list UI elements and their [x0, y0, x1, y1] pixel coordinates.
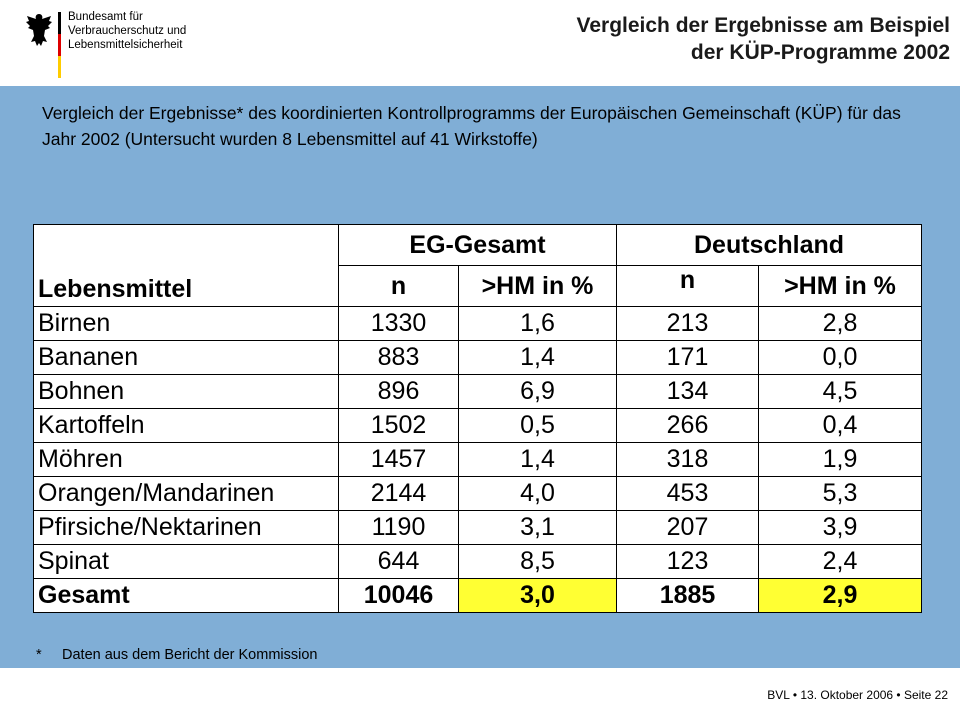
total-label: Gesamt: [33, 578, 339, 613]
de-hm-cell: 3,9: [758, 510, 922, 545]
de-n-cell: 123: [616, 544, 759, 579]
eg-n-cell: 1457: [338, 442, 459, 477]
flag-stripe-black: [58, 12, 61, 34]
federal-eagle-icon: [26, 14, 52, 46]
sub-header-row: n >HM in % n >HM in %: [34, 265, 922, 307]
eg-n-cell: 896: [338, 374, 459, 409]
food-name: Spinat: [33, 544, 339, 579]
eg-hm-cell: 3,1: [458, 510, 617, 545]
table-row: Spinat 644 8,5 123 2,4: [33, 544, 922, 579]
logo-line: Bundesamt für: [68, 11, 143, 23]
footnote: * Daten aus dem Bericht der Kommission: [36, 647, 317, 663]
slide-title-line-2: der KÜP-Programme 2002: [690, 41, 950, 64]
column-header-lebensmittel: Lebensmittel: [33, 224, 339, 307]
total-row: Gesamt 10046 3,0 1885 2,9: [33, 578, 922, 613]
de-n-cell: 213: [616, 306, 759, 341]
eg-n-cell: 644: [338, 544, 459, 579]
group-header-eg: EG-Gesamt: [338, 224, 617, 266]
logo-line: Lebensmittelsicherheit: [68, 39, 183, 51]
slide-title: Vergleich der Ergebnisse am Beispiel der…: [577, 12, 951, 66]
de-n-cell: 207: [616, 510, 759, 545]
table-row: Möhren 1457 1,4 318 1,9: [33, 442, 922, 477]
eg-hm-total: 3,0: [458, 578, 617, 613]
eg-n-cell: 1330: [338, 306, 459, 341]
eg-hm-cell: 8,5: [458, 544, 617, 579]
de-n-cell: 318: [616, 442, 759, 477]
bvl-logo: Bundesamt für Verbraucherschutz und Lebe…: [10, 6, 186, 78]
slide-footer: BVL • 13. Oktober 2006 • Seite 22: [767, 688, 948, 702]
header: Bundesamt für Verbraucherschutz und Lebe…: [0, 0, 960, 86]
de-n-cell: 171: [616, 340, 759, 375]
logo-text: Bundesamt für Verbraucherschutz und Lebe…: [68, 10, 186, 52]
eg-hm-cell: 1,4: [458, 442, 617, 477]
logo-line: Verbraucherschutz und: [68, 25, 187, 37]
eg-hm-cell: 1,4: [458, 340, 617, 375]
table-row: Pfirsiche/Nektarinen 1190 3,1 207 3,9: [33, 510, 922, 545]
eg-n-cell: 1502: [338, 408, 459, 443]
flag-stripe-gold: [58, 56, 61, 78]
food-name: Bohnen: [33, 374, 339, 409]
de-hm-total: 2,9: [758, 578, 922, 613]
eg-n-cell: 883: [338, 340, 459, 375]
footnote-text: Daten aus dem Bericht der Kommission: [62, 647, 318, 663]
food-name: Kartoffeln: [33, 408, 339, 443]
flag-stripe-red: [58, 34, 61, 56]
de-hm-cell: 2,8: [758, 306, 922, 341]
eg-hm-cell: 6,9: [458, 374, 617, 409]
food-name: Möhren: [33, 442, 339, 477]
de-hm-cell: 4,5: [758, 374, 922, 409]
intro-text: Vergleich der Ergebnisse* des koordinier…: [42, 103, 901, 149]
group-header-row: Lebensmittel EG-Gesamt Deutschland: [33, 224, 922, 307]
food-name: Orangen/Mandarinen: [33, 476, 339, 511]
de-n-cell: 453: [616, 476, 759, 511]
de-hm-cell: 2,4: [758, 544, 922, 579]
de-hm-cell: 5,3: [758, 476, 922, 511]
table-row: Birnen 1330 1,6 213 2,8: [33, 306, 922, 341]
eg-n-cell: 2144: [338, 476, 459, 511]
group-header-de: Deutschland: [616, 224, 922, 266]
slide-title-line-1: Vergleich der Ergebnisse am Beispiel: [576, 14, 951, 37]
de-hm-cell: 1,9: [758, 442, 922, 477]
column-header-eg-hm: >HM in %: [458, 265, 617, 307]
food-name: Birnen: [33, 306, 339, 341]
table-row: Bananen 883 1,4 171 0,0: [33, 340, 922, 375]
footnote-mark: *: [36, 647, 42, 663]
results-table: Lebensmittel EG-Gesamt Deutschland n >HM…: [33, 224, 922, 613]
de-hm-cell: 0,0: [758, 340, 922, 375]
flag-stripe: [58, 12, 61, 78]
table-row: Kartoffeln 1502 0,5 266 0,4: [33, 408, 922, 443]
column-header-eg-n: n: [338, 265, 459, 307]
food-name: Bananen: [33, 340, 339, 375]
column-header-de-hm: >HM in %: [758, 265, 922, 307]
eg-hm-cell: 0,5: [458, 408, 617, 443]
eg-hm-cell: 1,6: [458, 306, 617, 341]
eg-n-total: 10046: [338, 578, 459, 613]
eg-n-cell: 1190: [338, 510, 459, 545]
column-header-de-n: n: [616, 265, 759, 307]
de-n-cell: 134: [616, 374, 759, 409]
de-n-total: 1885: [616, 578, 759, 613]
table-row: Orangen/Mandarinen 2144 4,0 453 5,3: [33, 476, 922, 511]
table-row: Bohnen 896 6,9 134 4,5: [33, 374, 922, 409]
de-n-cell: 266: [616, 408, 759, 443]
eg-hm-cell: 4,0: [458, 476, 617, 511]
food-name: Pfirsiche/Nektarinen: [33, 510, 339, 545]
de-hm-cell: 0,4: [758, 408, 922, 443]
